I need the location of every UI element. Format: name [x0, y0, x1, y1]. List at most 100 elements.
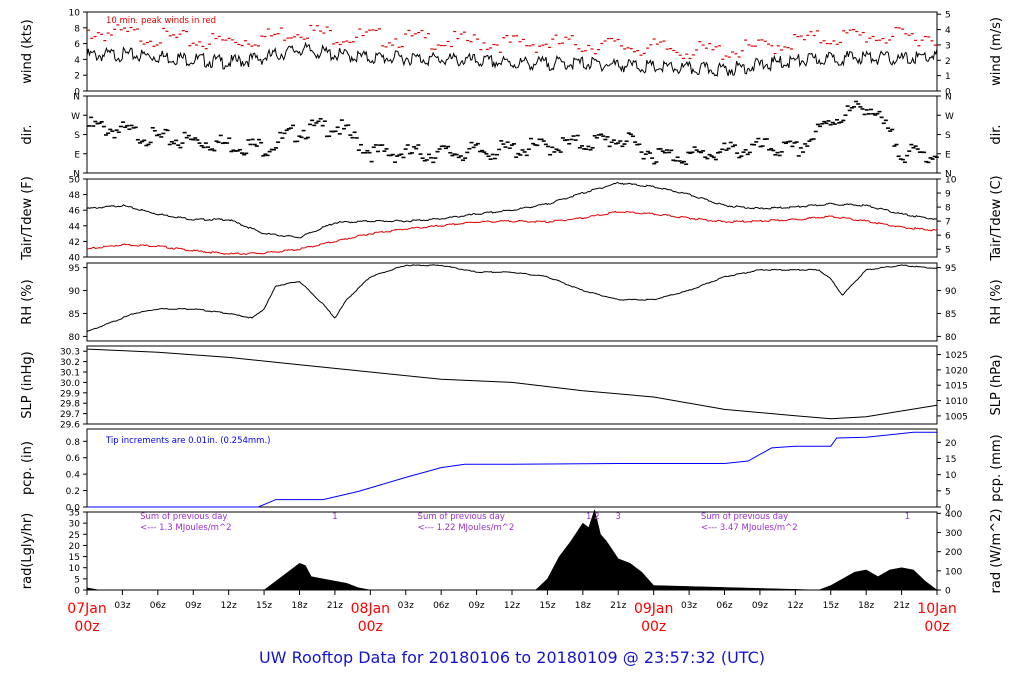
wind-peak-point — [881, 38, 885, 40]
dir-point — [286, 128, 291, 130]
left-tick-label: 30.3 — [60, 348, 80, 358]
dir-point — [667, 151, 672, 154]
right-tick-label: 1015 — [945, 382, 968, 392]
radiation-area — [86, 508, 938, 591]
dir-point — [907, 150, 912, 152]
dir-point — [726, 147, 731, 150]
dir-point — [148, 141, 153, 144]
wind-peak-point — [175, 36, 179, 38]
dir-point — [862, 113, 867, 116]
ylabel-left-4: SLP (inHg) — [20, 351, 35, 419]
dir-point — [567, 142, 572, 145]
dir-point — [165, 129, 170, 132]
dir-point — [486, 155, 491, 158]
dir-point — [635, 143, 640, 146]
dir-point — [405, 144, 410, 146]
wind-peak-point — [312, 29, 316, 31]
wind-peak-point — [384, 46, 388, 48]
dir-point — [873, 114, 878, 116]
wind-peak-point — [371, 29, 375, 31]
dir-point — [261, 155, 266, 157]
panel-frame-1 — [86, 95, 938, 174]
left-tick-label: 29.6 — [60, 421, 80, 431]
dir-point — [354, 137, 359, 139]
left-tick-label: 0 — [74, 88, 80, 98]
dir-point — [541, 140, 546, 142]
left-tick-label: 4 — [74, 56, 80, 66]
dir-point — [373, 144, 378, 146]
right-tick-label: 1010 — [945, 397, 968, 407]
dir-point — [414, 147, 419, 150]
wind-peak-point — [547, 46, 551, 48]
dir-point — [206, 146, 210, 148]
wind-peak-point — [253, 44, 257, 46]
panel-frame-2 — [86, 178, 938, 258]
wind-peak-point — [734, 53, 738, 55]
dir-point — [601, 135, 606, 137]
ylabel-right-4: SLP (hPa) — [989, 354, 1004, 415]
ylabel-right-5: pcp. (mm) — [989, 434, 1004, 501]
dir-point — [104, 134, 108, 136]
wind-peak-point — [597, 49, 600, 51]
dir-point — [195, 139, 200, 141]
wind-peak-point — [567, 38, 571, 40]
right-tick-label: 9 — [945, 190, 951, 200]
wind-peak-point — [394, 38, 398, 40]
wind-peak-point — [240, 44, 244, 47]
dir-point — [210, 148, 215, 150]
wind-peak-point — [724, 55, 728, 57]
dir-point — [431, 161, 436, 164]
wind-peak-point — [525, 45, 529, 47]
dir-point — [420, 157, 425, 159]
wind-peak-point — [162, 27, 166, 30]
dir-point — [512, 143, 516, 145]
dir-point — [724, 149, 729, 151]
dir-point — [269, 148, 274, 151]
dir-point — [416, 144, 421, 146]
dir-point — [429, 157, 434, 159]
wind-peak-point — [551, 38, 555, 40]
dir-point — [129, 124, 134, 127]
dir-point — [412, 146, 417, 148]
dir-point — [845, 105, 850, 107]
wind-peak-point — [668, 47, 672, 50]
wind-peak-point — [554, 34, 558, 36]
dir-point — [465, 151, 470, 154]
dir-point — [792, 142, 797, 144]
wind-peak-point — [498, 51, 502, 53]
wind-peak-point — [191, 42, 195, 44]
dir-point — [815, 123, 820, 126]
wind-peak-point — [662, 40, 666, 42]
wind-peak-point — [747, 44, 751, 46]
wind-peak-point — [194, 44, 198, 46]
dir-point — [371, 146, 376, 149]
left-tick-label: 2 — [74, 72, 80, 82]
dir-point — [896, 155, 901, 158]
dir-point — [626, 132, 631, 134]
wind-peak-point — [760, 39, 764, 41]
wind-peak-point — [315, 25, 319, 27]
wind-peak-point — [512, 35, 515, 37]
wind-peak-point — [397, 46, 401, 48]
dir-point — [263, 153, 268, 156]
rad-sum-value: <--- 3.47 MJoules/m^2 — [701, 523, 798, 533]
dir-point — [180, 142, 185, 144]
dir-point — [539, 138, 544, 141]
dir-point — [97, 122, 102, 124]
left-tick-label: 15 — [69, 553, 80, 563]
dir-point — [467, 147, 472, 150]
wind-peak-point — [603, 40, 607, 42]
dir-point — [509, 144, 514, 146]
dir-point — [920, 151, 924, 153]
dir-point — [779, 151, 784, 153]
dir-point — [764, 138, 769, 140]
dir-point — [820, 122, 825, 125]
dir-point — [305, 136, 310, 139]
dir-point — [801, 151, 805, 153]
dir-point — [573, 139, 578, 141]
dir-point — [327, 135, 332, 138]
dir-point — [922, 151, 927, 154]
wind-peak-point — [698, 41, 702, 43]
dir-point — [605, 136, 610, 138]
